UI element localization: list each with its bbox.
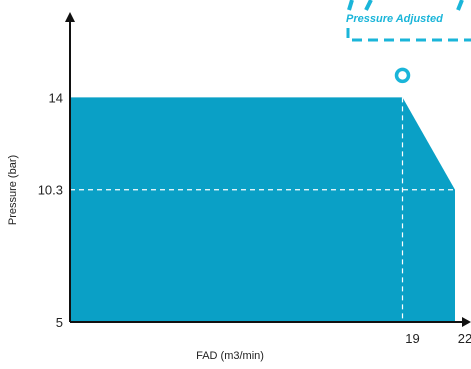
pressure-adjusted-label: Pressure Adjusted bbox=[346, 13, 443, 25]
badge-stroke-mark bbox=[456, 0, 464, 11]
badge-stroke-mark bbox=[347, 0, 354, 11]
operating-envelope-area bbox=[70, 97, 455, 323]
y-tick-label: 10.3 bbox=[38, 183, 63, 198]
y-tick-label: 5 bbox=[56, 315, 63, 330]
plot-area bbox=[70, 67, 455, 340]
x-axis-title: FAD (m3/min) bbox=[196, 350, 264, 362]
axes bbox=[65, 12, 471, 327]
x-axis-arrow-icon bbox=[462, 317, 471, 327]
y-tick-label: 14 bbox=[49, 90, 63, 105]
tick-labels: 14 10.3 5 19 22 bbox=[38, 90, 471, 346]
x-tick-label: 19 bbox=[405, 331, 419, 346]
pressure-adjusted-badge: Pressure Adjusted bbox=[346, 0, 471, 42]
y-axis-title: Pressure (bar) bbox=[7, 155, 19, 225]
badge-stroke-mark bbox=[364, 0, 373, 11]
y-axis-arrow-icon bbox=[65, 12, 75, 22]
x-tick-label: 22 bbox=[458, 331, 471, 346]
badge-connector-line bbox=[346, 28, 471, 42]
adjust-marker-icon bbox=[394, 67, 411, 84]
